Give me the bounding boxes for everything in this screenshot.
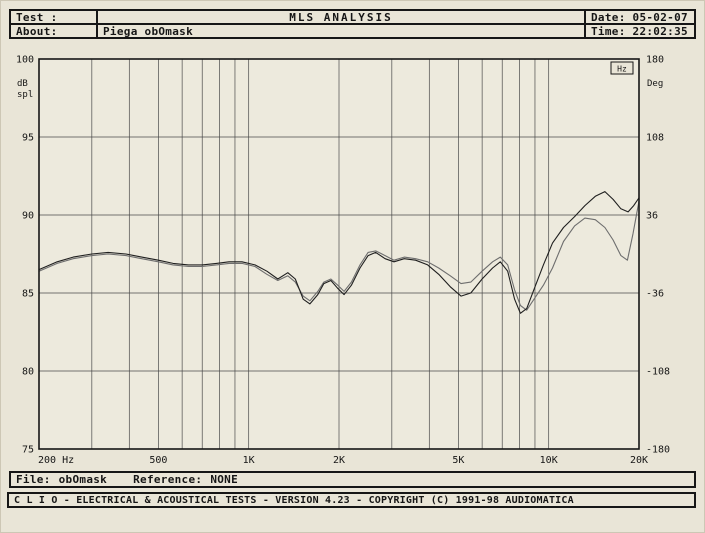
credits-bar: C L I O - ELECTRICAL & ACOUSTICAL TESTS …: [7, 492, 696, 508]
x-tick: 200 Hz: [38, 455, 74, 466]
time-cell: Time: 22:02:35: [584, 23, 696, 39]
reference-value: NONE: [210, 473, 239, 486]
y-right-tick: 180: [646, 55, 664, 66]
y-right-tick: -108: [646, 367, 670, 378]
reference-label: Reference:: [133, 473, 203, 486]
y-right-unit-deg: Deg: [647, 79, 663, 89]
about-value: Piega obOmask: [103, 24, 193, 38]
x-tick: 20K: [630, 455, 648, 466]
about-cell: About:: [9, 23, 98, 39]
test-label: Test :: [16, 10, 58, 24]
y-left-tick: 75: [22, 445, 34, 456]
y-left-tick: 100: [16, 55, 34, 66]
y-left-unit-db: dB: [17, 79, 28, 89]
y-left-unit-spl: spl: [17, 90, 33, 100]
date-label: Date: 05-02-07: [591, 10, 688, 24]
response-curve-overlay: [38, 200, 640, 311]
credits-text: C L I O - ELECTRICAL & ACOUSTICAL TESTS …: [14, 494, 574, 506]
y-right-tick: -36: [646, 289, 664, 300]
x-unit-badge-box: [610, 61, 634, 75]
response-curve-main: [38, 191, 640, 314]
x-tick: 2K: [333, 455, 345, 466]
file-bar: File: obOmask Reference: NONE: [9, 471, 696, 488]
y-left-tick: 95: [22, 133, 34, 144]
y-left-tick: 90: [22, 211, 34, 222]
plot-frame: [38, 58, 640, 450]
about-label: About:: [16, 24, 58, 38]
x-tick: 1K: [243, 455, 255, 466]
y-right-tick: 108: [646, 133, 664, 144]
y-right-tick: 36: [646, 211, 658, 222]
x-tick: 10K: [540, 455, 558, 466]
file-label: File:: [16, 473, 51, 486]
header-row-2: About: Piega obOmask Time: 22:02:35: [9, 23, 696, 39]
x-tick: 5K: [452, 455, 464, 466]
header-row-1: Test : MLS ANALYSIS Date: 05-02-07: [9, 9, 696, 25]
x-unit-badge-label: Hz: [617, 65, 627, 74]
y-left-tick: 85: [22, 289, 34, 300]
about-value-cell: Piega obOmask: [96, 23, 586, 39]
page-title: MLS ANALYSIS: [289, 10, 393, 24]
file-value: obOmask: [58, 473, 108, 486]
time-label: Time: 22:02:35: [591, 24, 688, 38]
y-left-tick: 80: [22, 367, 34, 378]
x-tick: 500: [149, 455, 167, 466]
y-right-tick: -180: [646, 445, 670, 456]
